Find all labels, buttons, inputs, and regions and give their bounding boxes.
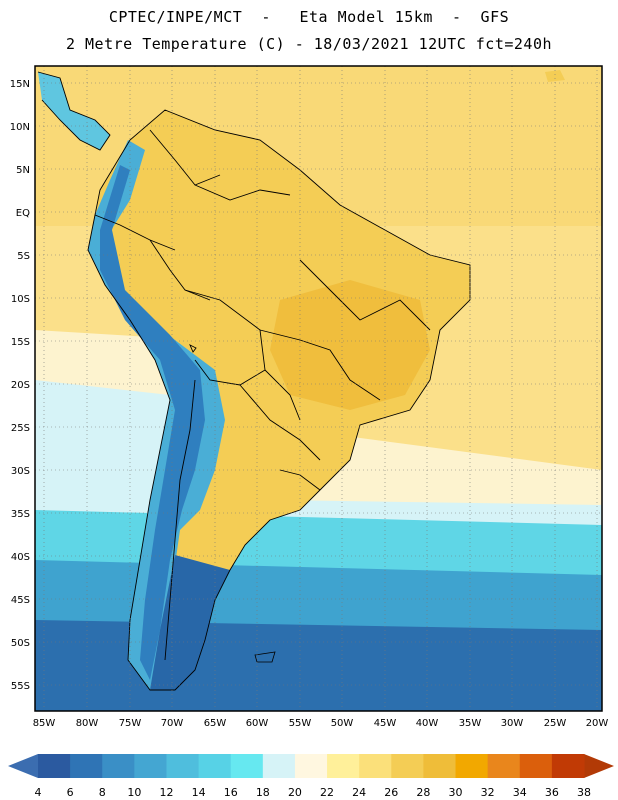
temperature-map: 15N 10N 5N EQ 5S 10S 15S 20S 25S 30S 35S… bbox=[8, 65, 614, 799]
border-argentina-chile bbox=[164, 379, 196, 661]
colorbar-label: 8 bbox=[99, 786, 106, 799]
country-borders bbox=[37, 71, 471, 691]
lon-label: 40W bbox=[416, 718, 439, 729]
chart-title-line2: 2 Metre Temperature (C) - 18/03/2021 12U… bbox=[65, 35, 553, 53]
colorbar-label: 32 bbox=[481, 786, 495, 799]
lat-label: 15N bbox=[10, 79, 30, 90]
colorbar-cell bbox=[70, 754, 103, 778]
lat-label: 15S bbox=[11, 337, 30, 348]
lon-label: 85W bbox=[33, 718, 56, 729]
lon-label: 60W bbox=[246, 718, 269, 729]
lon-label: 70W bbox=[161, 718, 184, 729]
lat-label: 45S bbox=[11, 595, 30, 606]
lat-label: 20S bbox=[11, 380, 30, 391]
colorbar-cell bbox=[198, 754, 232, 778]
colorbar-label: 10 bbox=[127, 786, 141, 799]
border-argentina-brazil bbox=[239, 384, 321, 461]
lat-label: 30S bbox=[11, 466, 30, 477]
patagonia-cold bbox=[150, 555, 230, 690]
colorbar-label: 24 bbox=[352, 786, 366, 799]
colorbar-right-arrow bbox=[584, 754, 614, 778]
andes-cold-core bbox=[100, 165, 205, 680]
colorbar-cell bbox=[487, 754, 521, 778]
colorbar-label: 20 bbox=[288, 786, 302, 799]
coastline bbox=[87, 109, 471, 691]
map-frame bbox=[34, 65, 603, 712]
colorbar-cell bbox=[391, 754, 424, 778]
central-america-land bbox=[38, 72, 110, 150]
lat-label: 25S bbox=[11, 423, 30, 434]
colorbar-cell bbox=[38, 754, 71, 778]
lat-label: 35S bbox=[11, 509, 30, 520]
colorbar-cell bbox=[230, 754, 264, 778]
colorbar-label: 30 bbox=[449, 786, 463, 799]
map-gridlines bbox=[35, 66, 602, 711]
central-america-coast bbox=[37, 71, 111, 151]
colorbar-cell bbox=[423, 754, 457, 778]
brazil-hot-interior bbox=[270, 280, 430, 410]
longitude-labels: 85W 80W 75W 70W 65W 60W 55W 50W 45W 40W … bbox=[33, 718, 609, 729]
colorbar-label: 34 bbox=[513, 786, 527, 799]
colorbar-label: 26 bbox=[384, 786, 398, 799]
falkland-islands bbox=[254, 651, 276, 663]
lat-label: 10N bbox=[10, 122, 30, 133]
colorbar-label: 18 bbox=[256, 786, 270, 799]
lon-label: 20W bbox=[586, 718, 609, 729]
colorbar-cell bbox=[166, 754, 200, 778]
lake-titicaca bbox=[189, 344, 197, 353]
border-brazil-states-2 bbox=[259, 329, 381, 401]
lat-label: EQ bbox=[16, 208, 30, 219]
latitude-labels: 15N 10N 5N EQ 5S 10S 15S 20S 25S 30S 35S… bbox=[10, 79, 30, 692]
lon-label: 35W bbox=[459, 718, 482, 729]
field-deep-blue bbox=[35, 620, 602, 711]
colorbar-cell bbox=[519, 754, 553, 778]
colorbar-cell bbox=[134, 754, 167, 778]
border-colombia-ecuador-peru bbox=[94, 214, 176, 251]
lat-label: 5N bbox=[16, 165, 30, 176]
temperature-colorbar: 4 6 8 10 12 14 16 18 20 22 24 26 28 30 32 34 36 38 bbox=[8, 754, 614, 799]
colorbar-label: 12 bbox=[159, 786, 173, 799]
lon-label: 45W bbox=[374, 718, 397, 729]
chart-title-line1: CPTEC/INPE/MCT - Eta Model 15km - GFS bbox=[108, 8, 510, 26]
lat-label: 10S bbox=[11, 294, 30, 305]
colorbar-cell bbox=[327, 754, 360, 778]
colorbar-cell bbox=[455, 754, 489, 778]
border-brazil-paraguay bbox=[264, 369, 301, 421]
colorbar-label: 28 bbox=[416, 786, 430, 799]
colorbar-label: 36 bbox=[545, 786, 559, 799]
colorbar-cell bbox=[551, 754, 585, 778]
lon-label: 50W bbox=[331, 718, 354, 729]
lat-label: 40S bbox=[11, 552, 30, 563]
colorbar-cell bbox=[262, 754, 296, 778]
border-colombia-venezuela bbox=[149, 129, 221, 186]
colorbar-label: 38 bbox=[577, 786, 591, 799]
colorbar-label: 16 bbox=[224, 786, 238, 799]
lat-label: 50S bbox=[11, 638, 30, 649]
colorbar-cell bbox=[359, 754, 392, 778]
caribbean-islands bbox=[545, 70, 565, 82]
colorbar-cell bbox=[294, 754, 328, 778]
lon-label: 65W bbox=[204, 718, 227, 729]
colorbar-label: 14 bbox=[192, 786, 206, 799]
colorbar-label: 6 bbox=[67, 786, 74, 799]
lon-label: 80W bbox=[76, 718, 99, 729]
lon-label: 25W bbox=[544, 718, 567, 729]
colorbar-left-arrow bbox=[8, 754, 38, 778]
lon-label: 55W bbox=[289, 718, 312, 729]
lon-label: 75W bbox=[119, 718, 142, 729]
colorbar-label: 4 bbox=[35, 786, 42, 799]
colorbar-cell bbox=[102, 754, 135, 778]
lon-label: 30W bbox=[501, 718, 524, 729]
temperature-field bbox=[35, 66, 602, 711]
lat-label: 55S bbox=[11, 681, 30, 692]
border-venezuela-brazil bbox=[194, 184, 291, 201]
colorbar-label: 22 bbox=[320, 786, 334, 799]
lat-label: 5S bbox=[17, 251, 30, 262]
border-brazil-states bbox=[299, 259, 431, 331]
